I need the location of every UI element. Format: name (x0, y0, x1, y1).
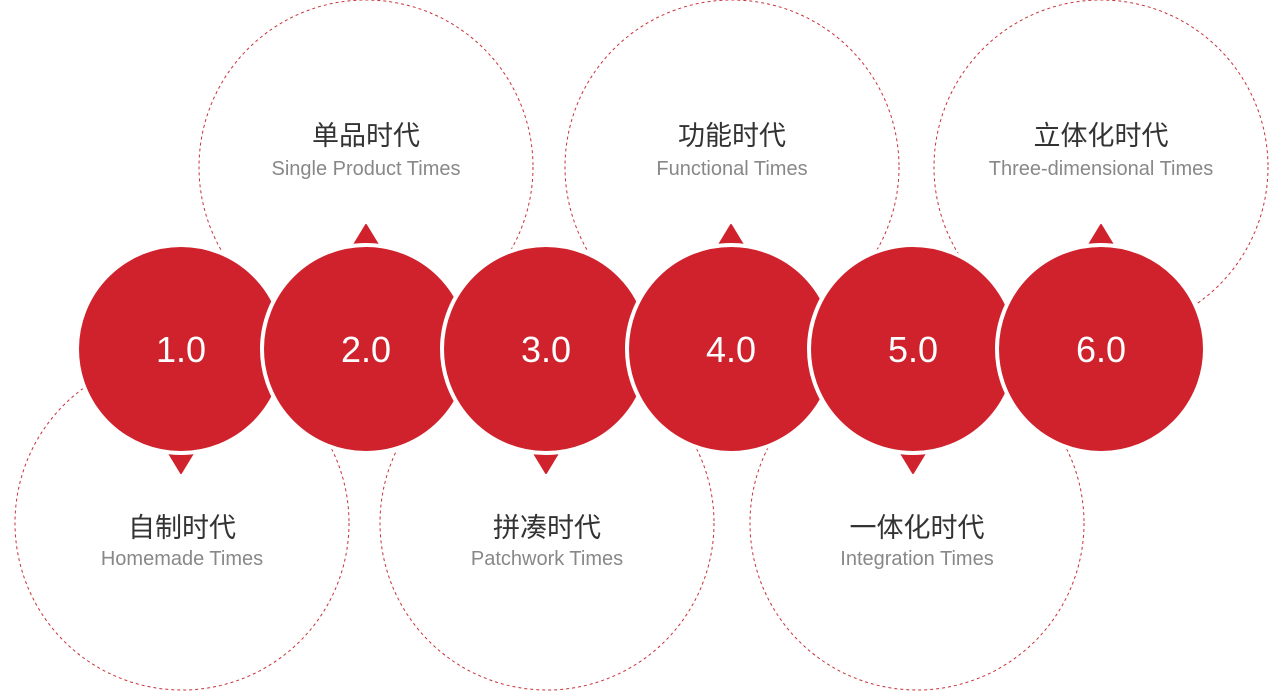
stage-title-cn-1: 自制时代 (128, 513, 236, 544)
dashed-circle-4 (564, 0, 900, 335)
stage-number-3: 3.0 (521, 329, 571, 370)
stage-number-1: 1.0 (156, 329, 206, 370)
stage-node-2: 2.0 (260, 224, 472, 455)
stage-title-cn-2: 单品时代 (312, 121, 420, 152)
stage-node-6: 6.0 (995, 224, 1207, 455)
stage-number-6: 6.0 (1076, 329, 1126, 370)
stage-title-cn-4: 功能时代 (678, 121, 786, 152)
stage-node-5: 5.0 (807, 243, 1019, 474)
stage-title-en-3: Patchwork Times (471, 548, 623, 570)
stage-number-2: 2.0 (341, 329, 391, 370)
dashed-circle-2 (198, 0, 534, 335)
stage-title-en-1: Homemade Times (101, 548, 263, 570)
red-circles-layer: 1.0 2.0 3.0 4.0 5.0 6.0 (75, 224, 1207, 474)
stage-title-en-5: Integration Times (840, 548, 993, 570)
stage-title-en-4: Functional Times (656, 158, 807, 180)
stage-node-4: 4.0 (625, 224, 837, 455)
stage-title-en-6: Three-dimensional Times (989, 158, 1214, 180)
dashed-circle-6 (933, 0, 1269, 335)
stage-node-1: 1.0 (75, 243, 287, 474)
stage-labels-layer: 自制时代 Homemade Times 单品时代 Single Product Tim… (101, 121, 1213, 570)
stage-number-4: 4.0 (706, 329, 756, 370)
stage-title-cn-6: 立体化时代 (1034, 121, 1169, 152)
stage-title-cn-5: 一体化时代 (850, 513, 985, 544)
stage-node-3: 3.0 (440, 243, 652, 474)
stage-circle-6 (995, 243, 1207, 455)
stage-title-cn-3: 拼凑时代 (493, 513, 601, 544)
stage-number-5: 5.0 (888, 329, 938, 370)
stage-title-en-2: Single Product Times (272, 158, 461, 180)
